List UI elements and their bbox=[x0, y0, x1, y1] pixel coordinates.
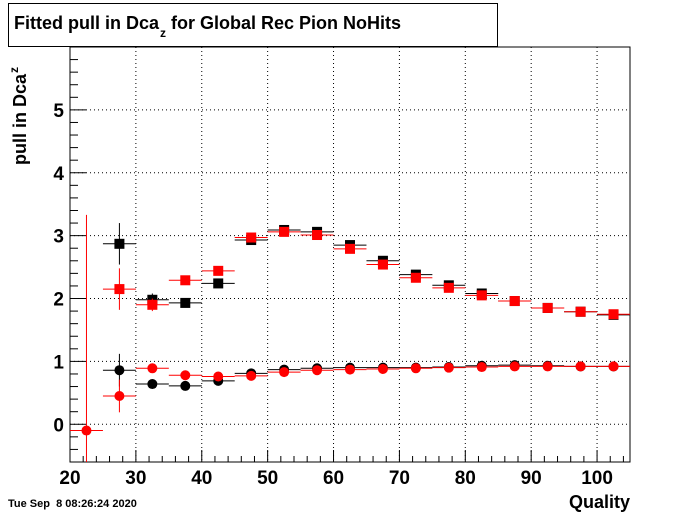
circle-marker bbox=[180, 380, 191, 391]
circle-marker bbox=[476, 362, 487, 373]
y-tick-label: 1 bbox=[53, 352, 64, 373]
square-marker bbox=[575, 306, 586, 317]
data-points bbox=[70, 214, 630, 462]
y-tick-label: 3 bbox=[53, 227, 64, 248]
x-axis-label: Quality bbox=[568, 492, 630, 512]
grid-lines bbox=[70, 47, 630, 462]
ylabel-main: pull in Dca bbox=[10, 73, 30, 165]
square-marker bbox=[180, 297, 191, 308]
square-marker bbox=[147, 299, 158, 310]
circle-marker bbox=[312, 365, 323, 376]
circle-marker bbox=[147, 363, 158, 374]
square-marker bbox=[213, 278, 224, 289]
square-marker bbox=[608, 309, 619, 320]
chart-title: Fitted pull in Dcaz for Global Rec Pion … bbox=[14, 13, 402, 40]
circle-marker bbox=[147, 379, 158, 390]
y-tick-label: 0 bbox=[53, 415, 64, 436]
x-tick-label: 60 bbox=[323, 468, 344, 489]
x-tick-label: 30 bbox=[125, 468, 146, 489]
circle-marker bbox=[246, 370, 257, 381]
square-marker bbox=[246, 232, 257, 243]
circle-marker bbox=[443, 362, 454, 373]
circle-marker bbox=[279, 367, 290, 378]
square-marker bbox=[213, 265, 224, 276]
circle-marker bbox=[345, 364, 355, 375]
title-box: Fitted pull in Dcaz for Global Rec Pion … bbox=[8, 3, 498, 47]
circle-marker bbox=[114, 390, 125, 401]
square-marker bbox=[114, 284, 125, 295]
plot-frame bbox=[69, 46, 631, 463]
circle-marker bbox=[509, 361, 520, 372]
square-marker bbox=[542, 302, 553, 313]
tick-labels: 20 30 40 50 60 70 80 90 100 0 1 2 3 4 5 bbox=[53, 101, 612, 489]
square-marker bbox=[509, 296, 520, 307]
y-tick-label: 5 bbox=[53, 101, 64, 122]
title-rest: for Global Rec Pion NoHits bbox=[166, 13, 402, 33]
circle-marker bbox=[114, 365, 125, 376]
square-marker bbox=[443, 282, 454, 293]
ylabel-subscript: z bbox=[7, 66, 21, 73]
x-tick-label: 90 bbox=[521, 468, 542, 489]
square-marker bbox=[476, 290, 487, 301]
circle-marker bbox=[81, 425, 92, 436]
x-tick-label: 50 bbox=[257, 468, 278, 489]
square-marker bbox=[279, 226, 290, 237]
x-tick-label: 100 bbox=[581, 468, 613, 489]
x-tick-label: 70 bbox=[389, 468, 410, 489]
y-tick-label: 2 bbox=[53, 290, 64, 311]
square-marker bbox=[180, 275, 191, 286]
axis-ticks bbox=[69, 59, 624, 462]
x-tick-label: 80 bbox=[455, 468, 476, 489]
title-subscript: z bbox=[160, 26, 167, 40]
square-marker bbox=[377, 259, 388, 270]
title-main: Fitted pull in Dca bbox=[14, 13, 160, 33]
x-tick-label: 20 bbox=[59, 468, 80, 489]
square-marker bbox=[410, 272, 421, 283]
circle-marker bbox=[180, 370, 191, 381]
timestamp: Tue Sep 8 08:26:24 2020 bbox=[8, 498, 137, 510]
circle-marker bbox=[377, 363, 388, 374]
x-tick-label: 40 bbox=[191, 468, 212, 489]
circle-marker bbox=[213, 371, 224, 382]
y-tick-label: 4 bbox=[53, 164, 64, 185]
circle-marker bbox=[542, 361, 553, 372]
square-marker bbox=[114, 238, 125, 249]
square-marker bbox=[312, 230, 323, 241]
y-axis-label: pull in Dcaz bbox=[7, 66, 31, 165]
circle-marker bbox=[410, 363, 421, 374]
circle-marker bbox=[575, 361, 586, 372]
circle-marker bbox=[608, 361, 619, 372]
square-marker bbox=[345, 243, 355, 254]
